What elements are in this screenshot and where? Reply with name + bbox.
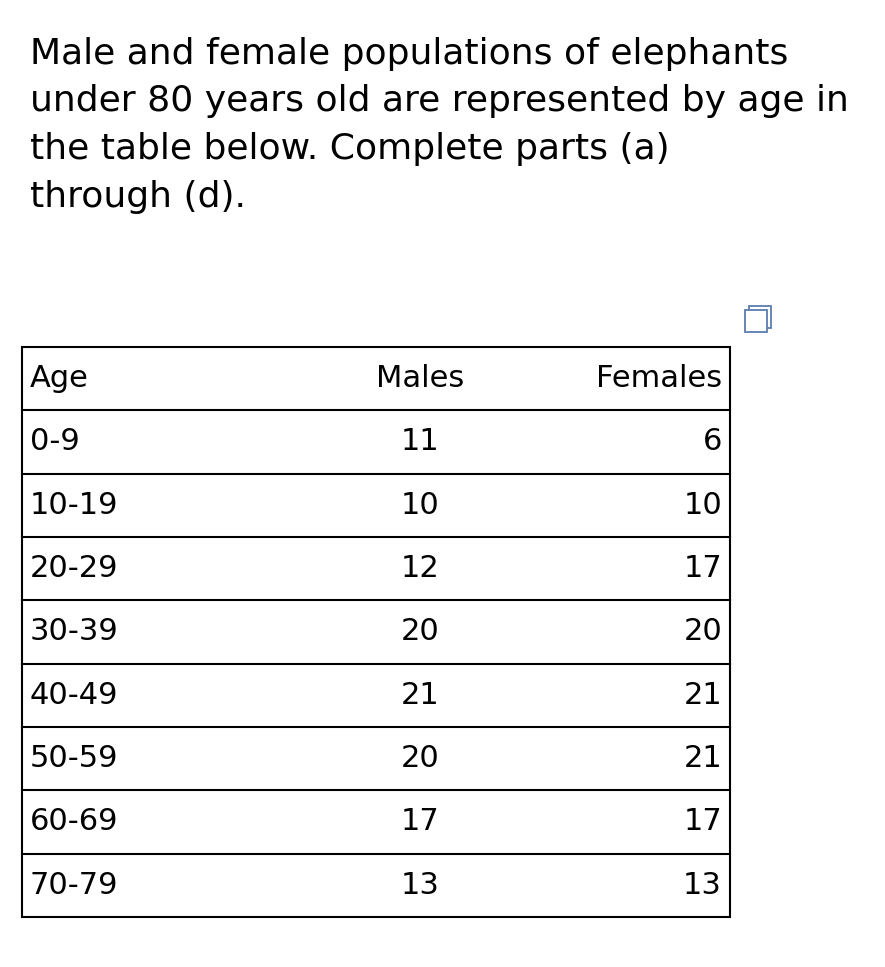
- Bar: [22, 347, 730, 917]
- Text: 13: 13: [401, 871, 440, 900]
- Text: Females: Females: [596, 365, 722, 394]
- Text: Males: Males: [376, 365, 464, 394]
- Text: 21: 21: [401, 681, 439, 710]
- Text: 20: 20: [401, 618, 439, 647]
- Text: 6: 6: [703, 427, 722, 456]
- Text: 21: 21: [683, 681, 722, 710]
- Text: 21: 21: [683, 745, 722, 774]
- Text: 17: 17: [683, 807, 722, 836]
- Text: 20-29: 20-29: [30, 554, 119, 583]
- Text: 10-19: 10-19: [30, 491, 119, 520]
- Bar: [745, 310, 767, 332]
- Text: 10: 10: [401, 491, 439, 520]
- Text: 20: 20: [683, 618, 722, 647]
- Text: 70-79: 70-79: [30, 871, 119, 900]
- Text: 10: 10: [683, 491, 722, 520]
- Text: 17: 17: [401, 807, 439, 836]
- Text: 40-49: 40-49: [30, 681, 119, 710]
- Text: 13: 13: [683, 871, 722, 900]
- Text: 12: 12: [401, 554, 439, 583]
- Text: 17: 17: [683, 554, 722, 583]
- Text: Age: Age: [30, 365, 88, 394]
- Text: 0-9: 0-9: [30, 427, 80, 456]
- Text: 20: 20: [401, 745, 439, 774]
- Bar: [749, 306, 771, 328]
- Text: 50-59: 50-59: [30, 745, 119, 774]
- Text: 11: 11: [401, 427, 439, 456]
- Text: Male and female populations of elephants
under 80 years old are represented by a: Male and female populations of elephants…: [30, 37, 849, 214]
- Text: 60-69: 60-69: [30, 807, 119, 836]
- Text: 30-39: 30-39: [30, 618, 119, 647]
